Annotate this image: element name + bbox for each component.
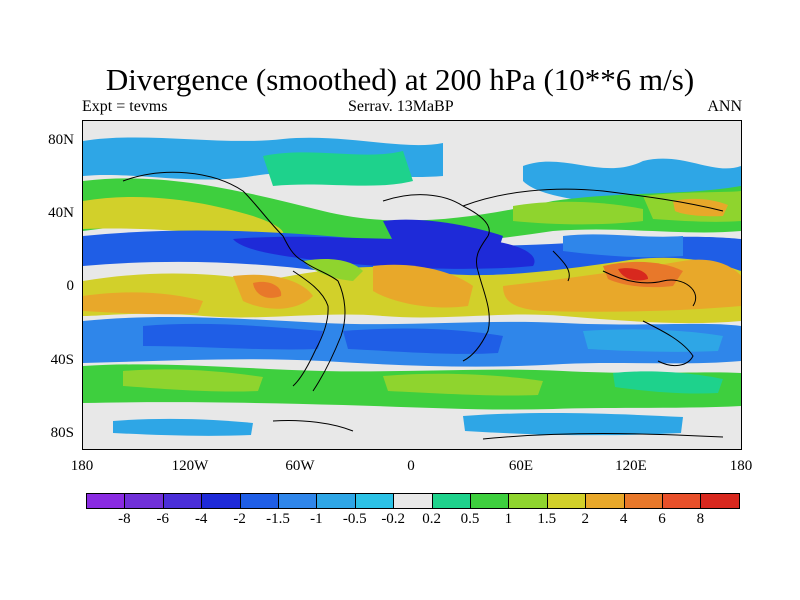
colorbar-box — [162, 493, 203, 509]
colorbar-box — [278, 493, 318, 509]
y-tick-40S: 40S — [50, 352, 74, 368]
colorbar-label: -0.2 — [381, 511, 406, 527]
colorbar-box — [623, 493, 663, 509]
colorbar-box — [470, 493, 510, 509]
y-tick-40N: 40N — [48, 205, 74, 221]
colorbar-label: 0.2 — [422, 511, 441, 527]
y-tick-0: 0 — [66, 278, 75, 294]
colorbar-box — [546, 493, 587, 509]
colorbar-box — [662, 493, 702, 509]
colorbar-label: 1 — [504, 511, 513, 527]
y-tick-80N: 80N — [48, 132, 74, 148]
colorbar-label: 2 — [581, 511, 589, 527]
colorbar-label: 6 — [658, 511, 666, 527]
x-tick-120W: 120W — [171, 458, 209, 474]
colorbar-label: -1 — [310, 511, 323, 527]
colorbar-box — [354, 493, 395, 509]
colorbar-box — [86, 493, 126, 509]
colorbar-box — [239, 493, 279, 509]
colorbar-box — [585, 493, 625, 509]
colorbar-box — [201, 493, 241, 509]
colorbar-box — [393, 493, 433, 509]
colorbar-label: -1.5 — [266, 511, 290, 527]
map-field — [83, 121, 741, 449]
colorbar-label: -8 — [118, 511, 131, 527]
x-tick-60E: 60E — [508, 458, 534, 474]
x-tick-60W: 60W — [285, 458, 315, 474]
x-tick-180e: 180 — [729, 458, 753, 474]
subtitle-season: ANN — [707, 98, 742, 115]
subtitle-experiment: Expt = tevms — [82, 98, 168, 115]
colorbar-box — [316, 493, 356, 509]
plot-title: Divergence (smoothed) at 200 hPa (10**6 … — [105, 62, 695, 97]
colorbar-box — [431, 493, 471, 509]
x-tick-180w: 180 — [70, 458, 94, 474]
x-tick-0: 0 — [407, 458, 415, 474]
subtitle-period: Serrav. 13MaBP — [348, 98, 454, 115]
coastlines — [122, 171, 724, 440]
colorbar-box — [508, 493, 548, 509]
colorbar-box — [124, 493, 164, 509]
colorbar-label: -2 — [233, 511, 246, 527]
colorbar-label: 8 — [696, 511, 705, 527]
y-tick-80S: 80S — [50, 425, 74, 441]
colorbar-label: -6 — [156, 511, 170, 527]
divergence-map — [82, 120, 742, 450]
x-tick-120E: 120E — [615, 458, 647, 474]
colorbar-label: -4 — [194, 511, 208, 527]
colorbar-label: 4 — [619, 511, 628, 527]
colorbar-label: -0.5 — [342, 511, 367, 527]
colorbar — [86, 493, 740, 509]
colorbar-label: 0.5 — [460, 511, 480, 527]
colorbar-box — [700, 493, 740, 509]
colorbar-label: 1.5 — [537, 511, 557, 527]
